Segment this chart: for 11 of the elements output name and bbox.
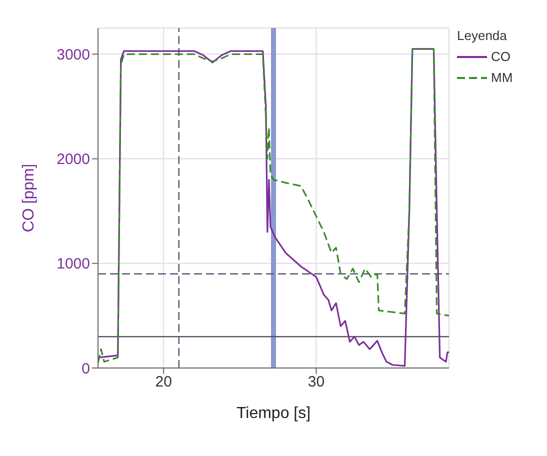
y-axis-title: CO [ppm] <box>20 164 38 232</box>
x-axis-title: Tiempo [s] <box>236 405 311 422</box>
legend-label: MM <box>491 70 513 85</box>
y-tick-label: 2000 <box>56 151 90 168</box>
y-tick-label: 1000 <box>56 256 90 273</box>
y-tick-label: 0 <box>82 360 90 378</box>
legend-label: CO <box>491 49 510 64</box>
x-tick-label: 30 <box>308 374 325 391</box>
x-tick-label: 20 <box>155 374 172 391</box>
legend-title: Leyenda <box>457 28 508 43</box>
y-tick-label: 3000 <box>56 46 90 64</box>
